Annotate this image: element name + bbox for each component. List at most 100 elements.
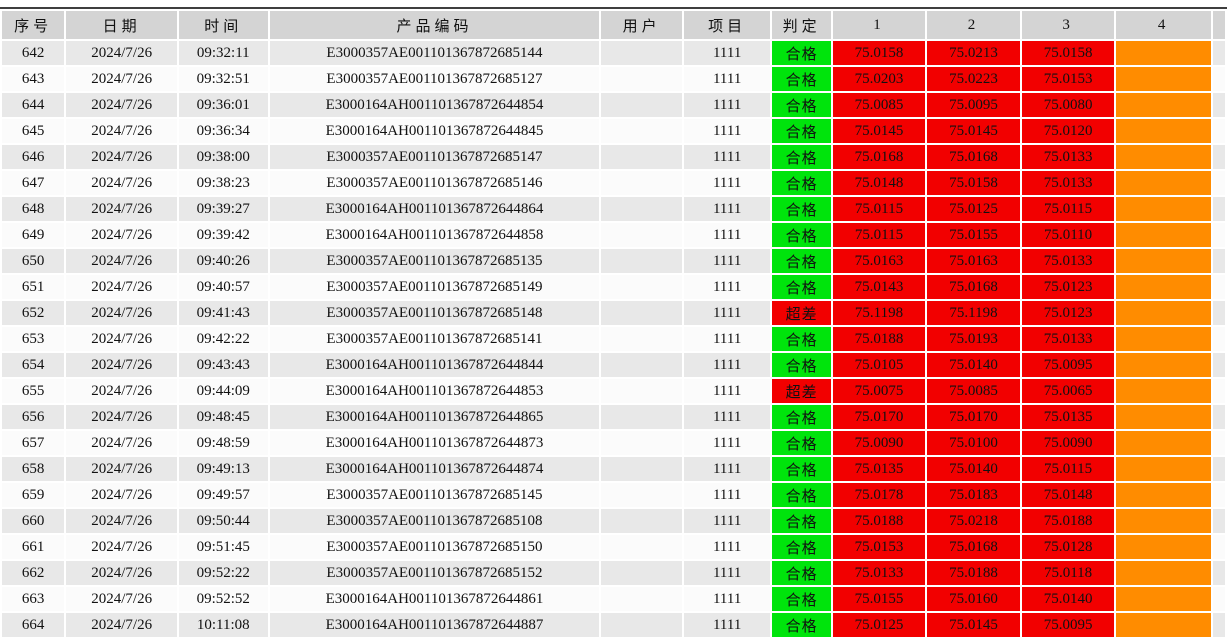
- table-row[interactable]: 660 2024/7/26 09:50:44 E3000357AE0011013678…: [2, 509, 1225, 533]
- cell-judge: 合格: [772, 93, 831, 117]
- cell-seq: 645: [2, 119, 65, 143]
- cell-user: [601, 197, 682, 221]
- table-row[interactable]: 644 2024/7/26 09:36:01 E3000164AH0011013678…: [2, 93, 1225, 117]
- cell-v4: [1116, 145, 1211, 169]
- cell-user: [601, 561, 682, 585]
- cell-judge: 合格: [772, 535, 831, 559]
- cell-code: E3000357AE001101367872685145: [269, 483, 600, 507]
- cell-v2: 75.0140: [927, 353, 1020, 377]
- table-row[interactable]: 653 2024/7/26 09:42:22 E3000357AE0011013678…: [2, 327, 1225, 351]
- cell-v1: 75.0163: [832, 249, 926, 273]
- cell-date: 2024/7/26: [66, 67, 177, 91]
- cell-v2: 75.0223: [927, 67, 1020, 91]
- cell-v4: [1116, 561, 1211, 585]
- table-row[interactable]: 648 2024/7/26 09:39:27 E3000164AH0011013678…: [2, 197, 1225, 221]
- col-header-2: 2: [927, 11, 1020, 39]
- table-row[interactable]: 654 2024/7/26 09:43:43 E3000164AH0011013678…: [2, 353, 1225, 377]
- cell-v2: 75.0095: [927, 93, 1020, 117]
- cell-user: [601, 67, 682, 91]
- cell-v1: 75.0133: [832, 561, 926, 585]
- cell-v3: 75.0133: [1021, 145, 1115, 169]
- cell-time: 09:38:23: [179, 171, 268, 195]
- table-row[interactable]: 662 2024/7/26 09:52:22 E3000357AE0011013678…: [2, 561, 1225, 585]
- table-row[interactable]: 652 2024/7/26 09:41:43 E3000357AE0011013678…: [2, 301, 1225, 325]
- cell-code: E3000164AH001101367872644844: [269, 353, 600, 377]
- cell-judge: 合格: [772, 483, 831, 507]
- cell-seq: 653: [2, 327, 65, 351]
- cell-v4: [1116, 171, 1211, 195]
- cell-judge: 合格: [772, 431, 831, 455]
- cell-date: 2024/7/26: [66, 457, 177, 481]
- table-row[interactable]: 661 2024/7/26 09:51:45 E3000357AE0011013678…: [2, 535, 1225, 559]
- table-row[interactable]: 663 2024/7/26 09:52:52 E3000164AH0011013678…: [2, 587, 1225, 611]
- cell-user: [601, 275, 682, 299]
- cell-user: [601, 405, 682, 429]
- cell-v1: 75.0178: [832, 483, 926, 507]
- cell-v4: [1116, 93, 1211, 117]
- cell-project: 1111: [683, 171, 771, 195]
- cell-user: [601, 613, 682, 637]
- cell-code: E3000164AH001101367872644864: [269, 197, 600, 221]
- table-row[interactable]: 664 2024/7/26 10:11:08 E3000164AH0011013678…: [2, 613, 1225, 637]
- cell-v3: 75.0118: [1021, 561, 1115, 585]
- cell-extra: [1212, 145, 1225, 169]
- cell-code: E3000357AE001101367872685108: [269, 509, 600, 533]
- cell-v4: [1116, 67, 1211, 91]
- table-row[interactable]: 655 2024/7/26 09:44:09 E3000164AH0011013678…: [2, 379, 1225, 403]
- table-row[interactable]: 646 2024/7/26 09:38:00 E3000357AE0011013678…: [2, 145, 1225, 169]
- cell-time: 09:48:45: [179, 405, 268, 429]
- cell-v1: 75.0188: [832, 327, 926, 351]
- cell-v1: 75.0170: [832, 405, 926, 429]
- table-row[interactable]: 650 2024/7/26 09:40:26 E3000357AE0011013678…: [2, 249, 1225, 273]
- cell-code: E3000164AH001101367872644874: [269, 457, 600, 481]
- cell-v3: 75.0133: [1021, 327, 1115, 351]
- table-row[interactable]: 642 2024/7/26 09:32:11 E3000357AE0011013678…: [2, 41, 1225, 65]
- cell-time: 09:32:11: [179, 41, 268, 65]
- table-row[interactable]: 645 2024/7/26 09:36:34 E3000164AH0011013678…: [2, 119, 1225, 143]
- table-row[interactable]: 659 2024/7/26 09:49:57 E3000357AE0011013678…: [2, 483, 1225, 507]
- table-row[interactable]: 647 2024/7/26 09:38:23 E3000357AE0011013678…: [2, 171, 1225, 195]
- cell-extra: [1212, 405, 1225, 429]
- cell-v2: 75.0125: [927, 197, 1020, 221]
- cell-time: 09:52:52: [179, 587, 268, 611]
- cell-time: 09:40:57: [179, 275, 268, 299]
- cell-time: 09:43:43: [179, 353, 268, 377]
- cell-judge: 合格: [772, 275, 831, 299]
- col-header-1: 1: [832, 11, 926, 39]
- cell-v2: 75.0163: [927, 249, 1020, 273]
- cell-time: 09:42:22: [179, 327, 268, 351]
- cell-judge: 合格: [772, 561, 831, 585]
- table-row[interactable]: 658 2024/7/26 09:49:13 E3000164AH0011013678…: [2, 457, 1225, 481]
- cell-v1: 75.0075: [832, 379, 926, 403]
- cell-user: [601, 483, 682, 507]
- cell-v1: 75.0203: [832, 67, 926, 91]
- cell-date: 2024/7/26: [66, 145, 177, 169]
- cell-v2: 75.0188: [927, 561, 1020, 585]
- cell-judge: 合格: [772, 509, 831, 533]
- col-header-user: 用户: [601, 11, 682, 39]
- cell-code: E3000164AH001101367872644887: [269, 613, 600, 637]
- table-row[interactable]: 657 2024/7/26 09:48:59 E3000164AH0011013678…: [2, 431, 1225, 455]
- cell-date: 2024/7/26: [66, 301, 177, 325]
- cell-user: [601, 301, 682, 325]
- cell-extra: [1212, 275, 1225, 299]
- cell-project: 1111: [683, 561, 771, 585]
- cell-judge: 合格: [772, 119, 831, 143]
- cell-user: [601, 535, 682, 559]
- cell-user: [601, 587, 682, 611]
- cell-judge: 合格: [772, 41, 831, 65]
- cell-time: 10:11:08: [179, 613, 268, 637]
- cell-date: 2024/7/26: [66, 197, 177, 221]
- cell-seq: 655: [2, 379, 65, 403]
- cell-judge: 合格: [772, 327, 831, 351]
- table-row[interactable]: 643 2024/7/26 09:32:51 E3000357AE0011013678…: [2, 67, 1225, 91]
- table-row[interactable]: 651 2024/7/26 09:40:57 E3000357AE0011013678…: [2, 275, 1225, 299]
- cell-v2: 75.0145: [927, 613, 1020, 637]
- cell-code: E3000357AE001101367872685150: [269, 535, 600, 559]
- table-row[interactable]: 656 2024/7/26 09:48:45 E3000164AH0011013678…: [2, 405, 1225, 429]
- cell-v3: 75.0158: [1021, 41, 1115, 65]
- cell-extra: [1212, 379, 1225, 403]
- cell-code: E3000164AH001101367872644854: [269, 93, 600, 117]
- table-row[interactable]: 649 2024/7/26 09:39:42 E3000164AH0011013678…: [2, 223, 1225, 247]
- cell-time: 09:51:45: [179, 535, 268, 559]
